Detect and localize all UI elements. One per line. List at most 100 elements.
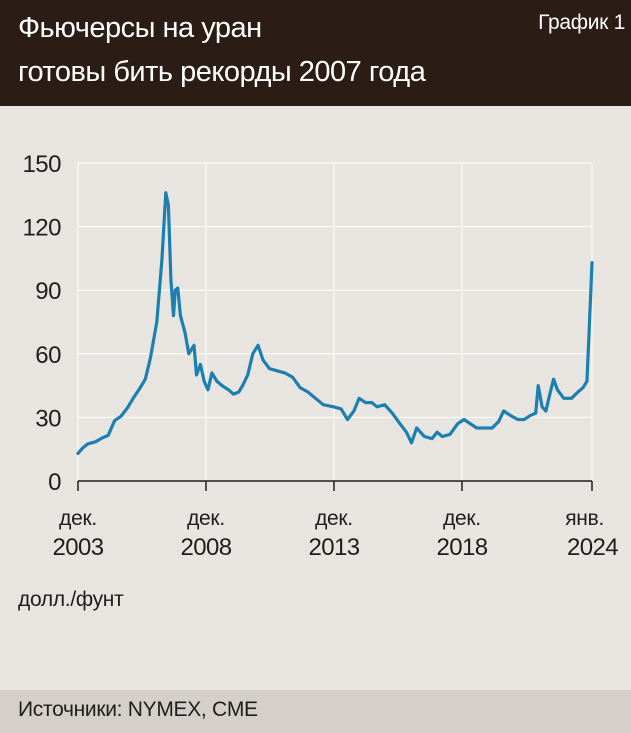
uranium-price-line bbox=[76, 191, 594, 455]
x-tick-label-month: дек. bbox=[59, 507, 97, 530]
data-point bbox=[357, 397, 361, 400]
data-point bbox=[261, 359, 265, 362]
chart-header: Фьючерсы на уран готовы бить рекорды 200… bbox=[0, 0, 631, 106]
grid-layer bbox=[77, 162, 593, 482]
data-point bbox=[160, 257, 164, 260]
x-tick-label-year: 2013 bbox=[308, 534, 359, 561]
data-point bbox=[241, 384, 244, 387]
data-point bbox=[187, 352, 190, 355]
x-tick-label-year: 2024 bbox=[567, 534, 618, 561]
data-point bbox=[529, 414, 532, 417]
y-tick-label: 120 bbox=[22, 215, 61, 242]
data-point bbox=[203, 380, 206, 383]
x-tick-label-month: дек. bbox=[443, 507, 481, 530]
data-point bbox=[415, 426, 418, 430]
data-point bbox=[195, 373, 198, 377]
data-point bbox=[502, 409, 505, 413]
data-point bbox=[139, 386, 142, 389]
data-point bbox=[552, 378, 555, 381]
data-point bbox=[391, 412, 394, 415]
data-point bbox=[405, 431, 408, 434]
data-point bbox=[548, 392, 551, 396]
data-point bbox=[86, 442, 89, 446]
data-point bbox=[119, 415, 123, 418]
data-point bbox=[556, 388, 559, 391]
x-tick-label-year: 2003 bbox=[53, 534, 104, 561]
data-point bbox=[587, 335, 591, 338]
data-point bbox=[448, 433, 452, 436]
data-point bbox=[210, 371, 214, 375]
data-point bbox=[167, 204, 170, 207]
series-layer bbox=[76, 191, 594, 455]
data-point bbox=[523, 418, 526, 421]
source-note: Источники: NYMEX, CME bbox=[18, 698, 258, 721]
data-point bbox=[332, 405, 335, 408]
data-point bbox=[101, 436, 105, 439]
data-point bbox=[220, 384, 224, 387]
data-point bbox=[268, 367, 271, 370]
y-tick-label: 0 bbox=[48, 469, 61, 496]
data-point bbox=[206, 388, 210, 391]
data-point bbox=[430, 437, 434, 440]
data-point bbox=[456, 422, 459, 425]
data-point bbox=[144, 378, 147, 381]
x-tick-label-year: 2008 bbox=[180, 534, 231, 561]
data-point bbox=[169, 278, 173, 281]
y-tick-label: 150 bbox=[22, 151, 61, 178]
data-point bbox=[179, 314, 182, 317]
chart-number-badge: График 1 bbox=[538, 11, 625, 34]
data-point bbox=[339, 407, 343, 411]
data-point bbox=[199, 363, 202, 366]
data-point bbox=[107, 434, 110, 437]
data-point bbox=[215, 380, 219, 383]
axis-layer: 0 30 60 90 120 150 дек. 2003 дек. 2008 дек. 2013 дек… bbox=[22, 151, 618, 561]
data-point bbox=[299, 386, 302, 389]
data-point bbox=[364, 401, 367, 404]
data-point bbox=[306, 390, 310, 394]
data-point bbox=[562, 397, 565, 400]
data-point bbox=[435, 431, 439, 434]
x-tick-label-month: дек. bbox=[315, 507, 353, 530]
data-point bbox=[585, 380, 589, 383]
data-point bbox=[581, 386, 585, 389]
y-axis-unit-label: долл./фунт bbox=[18, 588, 124, 611]
data-point bbox=[370, 401, 374, 404]
data-point bbox=[227, 388, 230, 391]
x-tick-label-year: 2018 bbox=[436, 534, 487, 561]
data-point bbox=[352, 409, 356, 413]
data-point bbox=[192, 344, 196, 347]
chart-title-line-2: готовы бить рекорды 2007 года bbox=[18, 56, 426, 88]
data-point bbox=[544, 409, 548, 413]
data-point bbox=[469, 422, 472, 425]
data-point bbox=[275, 369, 279, 372]
data-point bbox=[537, 384, 540, 387]
data-point bbox=[475, 426, 478, 430]
data-point bbox=[410, 441, 413, 444]
data-point bbox=[314, 397, 317, 400]
data-point bbox=[291, 375, 294, 379]
data-point bbox=[176, 286, 179, 290]
data-point bbox=[534, 412, 537, 415]
data-point bbox=[237, 390, 240, 394]
x-tick-label-month: дек. bbox=[187, 507, 225, 530]
data-point bbox=[174, 289, 177, 292]
y-tick-label: 30 bbox=[35, 405, 61, 432]
y-tick-label: 90 bbox=[35, 278, 61, 305]
data-point bbox=[462, 418, 466, 421]
data-point bbox=[76, 452, 80, 455]
uranium-price-chart: 0 30 60 90 120 150 дек. 2003 дек. 2008 дек. 2013 дек… bbox=[22, 151, 618, 561]
data-point bbox=[516, 418, 519, 421]
data-point bbox=[398, 422, 402, 425]
data-point bbox=[172, 314, 175, 317]
data-point bbox=[256, 344, 260, 347]
data-point bbox=[322, 403, 325, 406]
data-point bbox=[232, 392, 235, 396]
y-tick-label: 60 bbox=[35, 342, 61, 369]
data-point bbox=[423, 435, 426, 438]
data-point bbox=[570, 397, 573, 400]
data-point bbox=[346, 418, 349, 421]
data-point bbox=[375, 405, 379, 408]
data-point bbox=[508, 414, 512, 417]
data-point bbox=[126, 406, 129, 410]
data-point bbox=[251, 352, 254, 355]
